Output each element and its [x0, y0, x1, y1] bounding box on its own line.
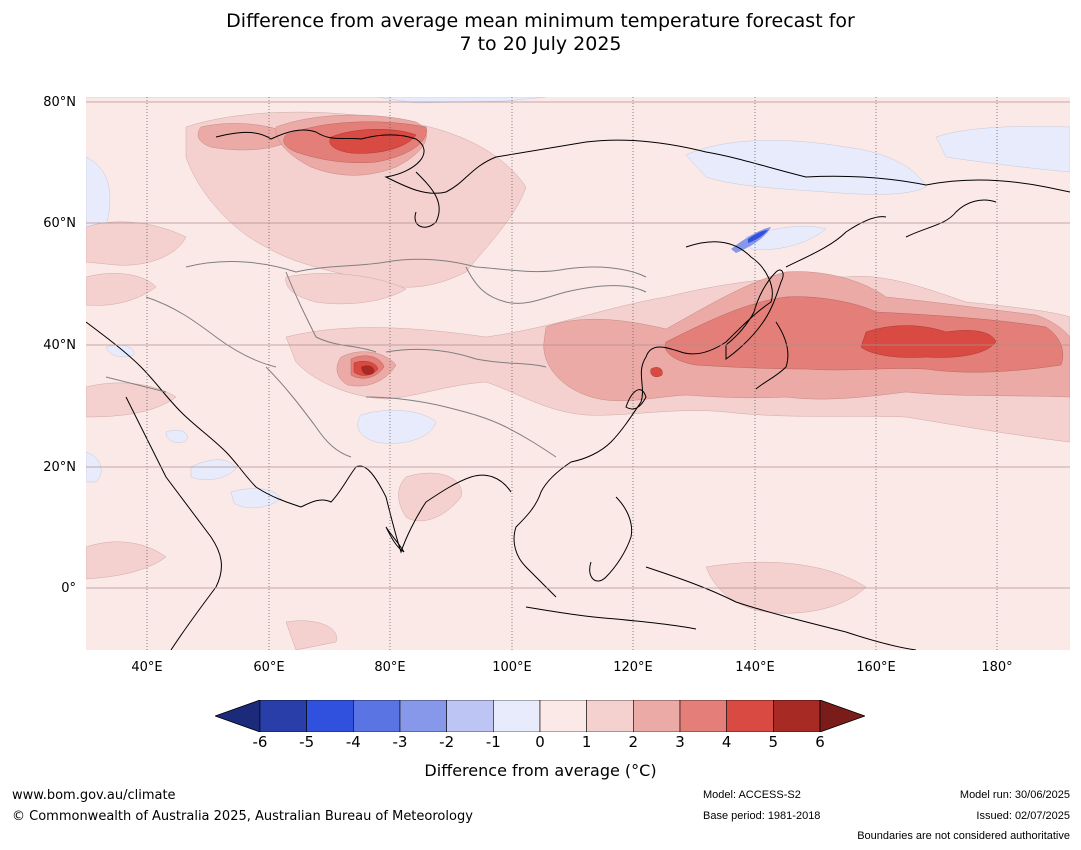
lat-label-0: 0° [61, 581, 76, 596]
cool-anomaly-core [731, 227, 771, 253]
chart-title: Difference from average mean minimum tem… [0, 10, 1081, 56]
colorbar-segment [633, 700, 681, 732]
issued-date: Issued: 02/07/2025 [976, 810, 1070, 822]
lon-label-160e: 160°E [856, 660, 896, 675]
colorbar-extend-high [819, 700, 865, 732]
colorbar-tick-label: -3 [392, 733, 408, 751]
lon-label-180: 180° [981, 660, 1013, 675]
colorbar-tick-label: -1 [485, 733, 501, 751]
lon-label-40e: 40°E [131, 660, 163, 675]
base-period: Base period: 1981-2018 [703, 810, 821, 822]
colorbar-segment [726, 700, 774, 732]
country-borders [105, 258, 647, 458]
website-link[interactable]: www.bom.gov.au/climate [12, 788, 176, 803]
colorbar-tick-label: -6 [252, 733, 268, 751]
model-run: Model run: 30/06/2025 [959, 789, 1070, 801]
colorbar-segment [773, 700, 821, 732]
latitude-lines [86, 101, 1070, 589]
model-name: Model: ACCESS-S2 [703, 789, 801, 801]
colorbar-label: Difference from average (°C) [424, 761, 657, 780]
colorbar-tick-label: 4 [721, 733, 732, 751]
title-line-1: Difference from average mean minimum tem… [226, 10, 855, 32]
colorbar-tick-label: -4 [345, 733, 361, 751]
lat-label-40n: 40°N [43, 338, 76, 353]
boundaries-disclaimer: Boundaries are not considered authoritat… [857, 830, 1070, 842]
warm-anomaly-4-5 [329, 129, 997, 377]
warm-anomaly-5-6 [361, 365, 375, 375]
colorbar-tick-label: 3 [675, 733, 685, 751]
lon-label-140e: 140°E [735, 660, 775, 675]
lat-label-20n: 20°N [43, 460, 76, 475]
lat-label-80n: 80°N [43, 95, 76, 110]
colorbar-segment [679, 700, 727, 732]
colorbar-segment [586, 700, 634, 732]
colorbar-segment [306, 700, 354, 732]
colorbar-segment [259, 700, 307, 732]
lon-label-120e: 120°E [613, 660, 653, 675]
lat-label-60n: 60°N [43, 216, 76, 231]
colorbar-segment [493, 700, 541, 732]
colorbar-tick-label: 5 [768, 733, 779, 751]
colorbar-segment [399, 700, 447, 732]
colorbar-segment [446, 700, 494, 732]
copyright-notice: © Commonwealth of Australia 2025, Austra… [12, 809, 473, 824]
coastlines [86, 129, 1070, 650]
colorbar [215, 700, 865, 732]
colorbar-tick-label: -2 [439, 733, 455, 751]
temperature-anomaly-map [86, 97, 1070, 650]
lon-label-80e: 80°E [374, 660, 406, 675]
colorbar-tick-label: 2 [628, 733, 639, 751]
colorbar-tick-label: 1 [581, 733, 592, 751]
colorbar-tick-label: -5 [299, 733, 315, 751]
title-line-2: 7 to 20 July 2025 [459, 33, 622, 55]
colorbar-tick-label: 0 [535, 733, 545, 751]
colorbar-segment [539, 700, 587, 732]
lon-label-100e: 100°E [492, 660, 532, 675]
graticule [146, 97, 998, 650]
lon-label-60e: 60°E [253, 660, 285, 675]
colorbar-extend-low [215, 700, 261, 732]
colorbar-segment [353, 700, 401, 732]
colorbar-tick-label: 6 [815, 733, 825, 751]
